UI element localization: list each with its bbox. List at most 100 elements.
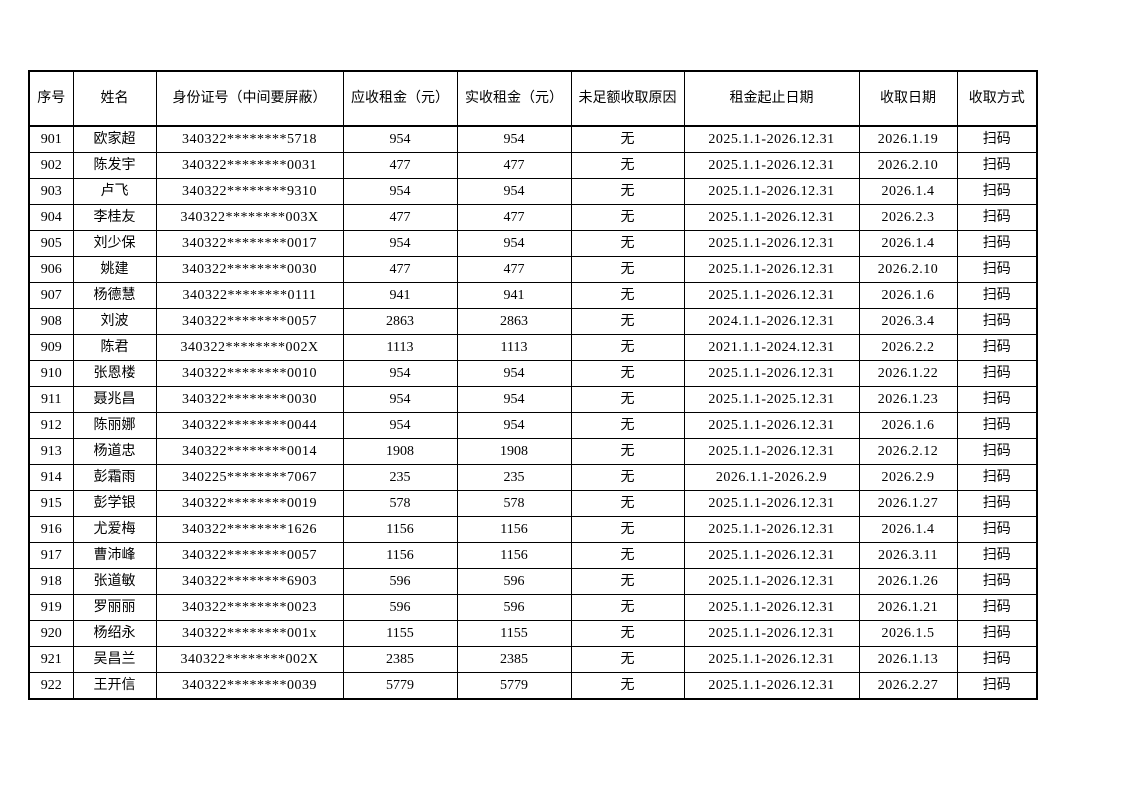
cell-rent-period: 2025.1.1-2026.12.31 xyxy=(683,412,860,439)
cell-rent-received: 596 xyxy=(456,594,572,621)
cell-serial-number: 902 xyxy=(28,152,74,179)
cell-collection-method: 扫码 xyxy=(956,542,1038,569)
cell-shortfall-reason: 无 xyxy=(570,672,685,700)
table-row: 906 姚建 340322********0030 477 477 无 2025… xyxy=(28,256,1038,283)
header-rent-received: 实收租金（元） xyxy=(456,70,572,127)
cell-id-number: 340322********9310 xyxy=(155,178,344,205)
cell-rent-received: 941 xyxy=(456,282,572,309)
cell-collection-date: 2026.2.3 xyxy=(858,204,958,231)
table-row: 914 彭霜雨 340225********7067 235 235 无 202… xyxy=(28,464,1038,491)
cell-rent-received: 2385 xyxy=(456,646,572,673)
cell-serial-number: 911 xyxy=(28,386,74,413)
table-row: 910 张恩楼 340322********0010 954 954 无 202… xyxy=(28,360,1038,387)
cell-rent-period: 2025.1.1-2026.12.31 xyxy=(683,256,860,283)
cell-collection-method: 扫码 xyxy=(956,334,1038,361)
cell-rent-received: 1155 xyxy=(456,620,572,647)
cell-id-number: 340322********0111 xyxy=(155,282,344,309)
cell-name: 陈君 xyxy=(72,334,157,361)
cell-rent-period: 2025.1.1-2026.12.31 xyxy=(683,125,860,153)
cell-collection-date: 2026.1.4 xyxy=(858,178,958,205)
cell-name: 张道敏 xyxy=(72,568,157,595)
cell-shortfall-reason: 无 xyxy=(570,516,685,543)
table-row: 903 卢飞 340322********9310 954 954 无 2025… xyxy=(28,178,1038,205)
cell-collection-method: 扫码 xyxy=(956,594,1038,621)
cell-name: 聂兆昌 xyxy=(72,386,157,413)
cell-rent-due: 596 xyxy=(342,594,458,621)
cell-collection-method: 扫码 xyxy=(956,256,1038,283)
cell-shortfall-reason: 无 xyxy=(570,152,685,179)
table-row: 921 吴昌兰 340322********002X 2385 2385 无 2… xyxy=(28,646,1038,673)
cell-collection-date: 2026.2.10 xyxy=(858,256,958,283)
cell-collection-date: 2026.1.4 xyxy=(858,516,958,543)
cell-shortfall-reason: 无 xyxy=(570,386,685,413)
cell-id-number: 340322********0044 xyxy=(155,412,344,439)
cell-shortfall-reason: 无 xyxy=(570,204,685,231)
cell-name: 王开信 xyxy=(72,672,157,700)
cell-serial-number: 904 xyxy=(28,204,74,231)
cell-serial-number: 910 xyxy=(28,360,74,387)
cell-rent-period: 2025.1.1-2026.12.31 xyxy=(683,360,860,387)
cell-serial-number: 922 xyxy=(28,672,74,700)
cell-rent-due: 5779 xyxy=(342,672,458,700)
cell-rent-period: 2025.1.1-2026.12.31 xyxy=(683,438,860,465)
header-name: 姓名 xyxy=(72,70,157,127)
cell-id-number: 340322********0010 xyxy=(155,360,344,387)
table-row: 920 杨绍永 340322********001x 1155 1155 无 2… xyxy=(28,620,1038,647)
cell-id-number: 340322********0030 xyxy=(155,386,344,413)
cell-collection-date: 2026.1.21 xyxy=(858,594,958,621)
cell-name: 杨德慧 xyxy=(72,282,157,309)
table-row: 922 王开信 340322********0039 5779 5779 无 2… xyxy=(28,672,1038,700)
cell-collection-date: 2026.1.26 xyxy=(858,568,958,595)
cell-collection-method: 扫码 xyxy=(956,386,1038,413)
cell-shortfall-reason: 无 xyxy=(570,308,685,335)
table-row: 901 欧家超 340322********5718 954 954 无 202… xyxy=(28,125,1038,153)
cell-collection-date: 2026.2.12 xyxy=(858,438,958,465)
cell-serial-number: 909 xyxy=(28,334,74,361)
cell-rent-received: 1156 xyxy=(456,516,572,543)
cell-serial-number: 917 xyxy=(28,542,74,569)
cell-collection-date: 2026.2.27 xyxy=(858,672,958,700)
cell-collection-method: 扫码 xyxy=(956,282,1038,309)
cell-shortfall-reason: 无 xyxy=(570,125,685,153)
cell-shortfall-reason: 无 xyxy=(570,594,685,621)
cell-rent-period: 2025.1.1-2026.12.31 xyxy=(683,542,860,569)
cell-rent-due: 1156 xyxy=(342,542,458,569)
cell-rent-due: 1156 xyxy=(342,516,458,543)
cell-id-number: 340322********0057 xyxy=(155,542,344,569)
cell-rent-period: 2025.1.1-2026.12.31 xyxy=(683,620,860,647)
cell-name: 罗丽丽 xyxy=(72,594,157,621)
cell-collection-date: 2026.3.4 xyxy=(858,308,958,335)
table-row: 902 陈发宇 340322********0031 477 477 无 202… xyxy=(28,152,1038,179)
cell-rent-due: 477 xyxy=(342,256,458,283)
cell-collection-date: 2026.1.27 xyxy=(858,490,958,517)
cell-collection-date: 2026.1.22 xyxy=(858,360,958,387)
cell-collection-method: 扫码 xyxy=(956,125,1038,153)
cell-collection-method: 扫码 xyxy=(956,360,1038,387)
table-row: 907 杨德慧 340322********0111 941 941 无 202… xyxy=(28,282,1038,309)
cell-serial-number: 915 xyxy=(28,490,74,517)
cell-id-number: 340322********0030 xyxy=(155,256,344,283)
cell-serial-number: 907 xyxy=(28,282,74,309)
cell-collection-method: 扫码 xyxy=(956,646,1038,673)
cell-rent-due: 941 xyxy=(342,282,458,309)
cell-rent-received: 954 xyxy=(456,125,572,153)
table-row: 915 彭学银 340322********0019 578 578 无 202… xyxy=(28,490,1038,517)
cell-name: 姚建 xyxy=(72,256,157,283)
cell-rent-due: 1113 xyxy=(342,334,458,361)
cell-shortfall-reason: 无 xyxy=(570,412,685,439)
cell-serial-number: 912 xyxy=(28,412,74,439)
header-collection-date: 收取日期 xyxy=(858,70,958,127)
cell-serial-number: 918 xyxy=(28,568,74,595)
cell-rent-period: 2025.1.1-2026.12.31 xyxy=(683,282,860,309)
cell-name: 刘波 xyxy=(72,308,157,335)
cell-shortfall-reason: 无 xyxy=(570,620,685,647)
cell-serial-number: 914 xyxy=(28,464,74,491)
cell-id-number: 340322********003X xyxy=(155,204,344,231)
table-header-row: 序号 姓名 身份证号（中间要屏蔽） 应收租金（元） 实收租金（元） 未足额收取原… xyxy=(28,70,1038,127)
table-row: 918 张道敏 340322********6903 596 596 无 202… xyxy=(28,568,1038,595)
cell-id-number: 340322********0023 xyxy=(155,594,344,621)
cell-id-number: 340322********6903 xyxy=(155,568,344,595)
cell-shortfall-reason: 无 xyxy=(570,282,685,309)
cell-collection-method: 扫码 xyxy=(956,412,1038,439)
cell-collection-date: 2026.3.11 xyxy=(858,542,958,569)
